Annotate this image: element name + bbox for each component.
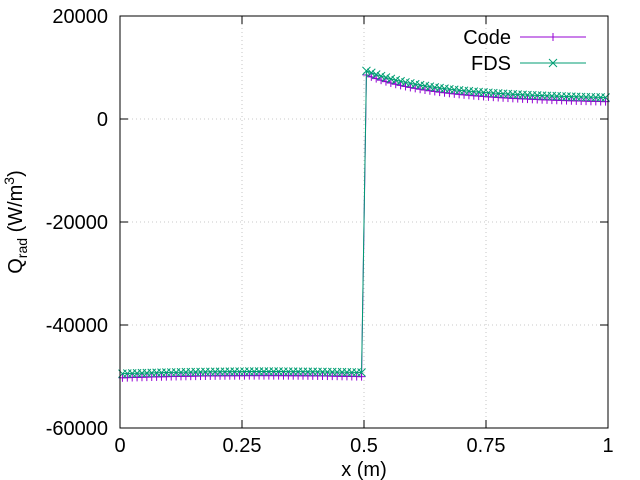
data-point-fds	[357, 368, 366, 377]
data-point-fds	[371, 70, 381, 79]
y-axis-title-base: Q	[5, 258, 27, 274]
x-tick-label: 0	[114, 435, 125, 457]
x-tick-label: 1	[602, 435, 613, 457]
y-axis-title-sub: rad	[14, 238, 30, 258]
legend-marker-code	[549, 33, 557, 41]
data-point-code	[445, 89, 454, 98]
legend-marker-fds	[548, 58, 558, 68]
y-axis-title-close: )	[5, 170, 27, 177]
legend-label-code: Code	[463, 27, 511, 49]
data-point-fds	[386, 74, 396, 84]
data-point-code	[435, 88, 444, 97]
data-point-code	[421, 86, 429, 95]
x-tick-label: 0.5	[350, 435, 378, 457]
y-tick-label: 0	[97, 109, 108, 131]
legend: Code FDS	[463, 27, 586, 75]
x-axis-title: x (m)	[341, 459, 387, 480]
data-point-code	[391, 80, 400, 89]
axis-ticks: 0 0.25 0.5 0.75 1 -60000 -40000 -20000 0 20000	[46, 6, 614, 457]
data-point-code	[416, 85, 425, 94]
data-point-code	[430, 87, 439, 96]
data-point-fds	[362, 66, 371, 76]
data-point-code	[440, 88, 449, 97]
y-tick-label: -60000	[46, 418, 108, 440]
y-axis-title: Qrad (W/m3)	[1, 170, 30, 274]
y-axis-title-unit: (W/m	[5, 185, 27, 238]
data-point-code	[401, 82, 410, 91]
data-point-fds	[376, 71, 386, 81]
y-tick-label: -20000	[46, 212, 108, 234]
data-point-fds	[381, 73, 391, 82]
data-point-code	[406, 83, 415, 92]
series-layer	[118, 66, 610, 382]
data-point-code	[357, 372, 366, 381]
data-point-code	[425, 86, 434, 95]
data-point-fds	[366, 68, 376, 78]
y-axis-title-sup: 3	[1, 177, 17, 185]
y-tick-label: -40000	[46, 315, 108, 337]
legend-label-fds: FDS	[471, 53, 511, 75]
series-line-fds	[122, 70, 606, 375]
x-tick-label: 0.25	[223, 435, 262, 457]
data-point-code	[450, 89, 459, 98]
data-point-code	[411, 84, 420, 93]
data-point-code	[396, 81, 405, 90]
y-tick-label: 20000	[52, 6, 108, 28]
x-tick-label: 0.75	[467, 435, 506, 457]
